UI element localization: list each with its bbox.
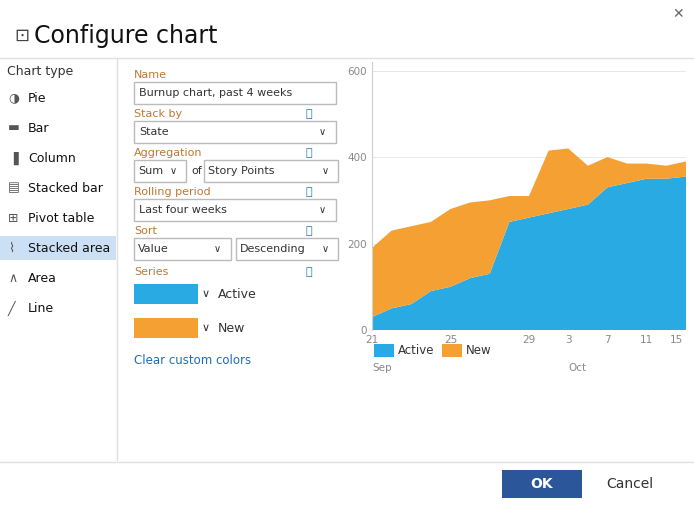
Text: Sep: Sep [372,363,391,373]
Text: ╱: ╱ [8,300,15,315]
Text: New: New [218,322,246,335]
Text: Stacked bar: Stacked bar [28,181,103,195]
Text: ◑: ◑ [8,92,19,105]
Text: ∨: ∨ [322,244,329,254]
Text: Aggregation: Aggregation [134,148,203,158]
Bar [134,199,336,221]
Text: Area: Area [28,271,57,285]
Bar [134,121,336,143]
Text: ✕: ✕ [672,7,684,21]
Text: ⓘ: ⓘ [306,226,312,236]
Text: ⌇: ⌇ [8,242,14,255]
Text: Burnup chart, past 4 weeks: Burnup chart, past 4 weeks [139,88,292,98]
Bar [0,236,116,260]
Text: Sum: Sum [138,166,163,176]
Text: Stack by: Stack by [134,109,182,119]
Text: Chart type: Chart type [7,65,74,78]
Text: ⓘ: ⓘ [306,109,312,119]
Text: ∧: ∧ [8,271,17,285]
Text: ∨: ∨ [202,323,210,333]
Bar [374,344,394,357]
Text: ∨: ∨ [319,205,326,215]
Bar [134,238,231,260]
Text: of: of [191,166,202,176]
Text: ▤: ▤ [8,181,19,195]
Text: ∨: ∨ [322,166,329,176]
Text: Sort: Sort [134,226,157,236]
Bar [204,160,338,182]
Text: Descending: Descending [240,244,306,254]
Text: Configure chart: Configure chart [34,24,217,48]
Text: Value: Value [138,244,169,254]
Text: Cancel: Cancel [607,477,654,491]
Text: Oct: Oct [568,363,586,373]
Text: Last four weeks: Last four weeks [139,205,227,215]
Text: ∨: ∨ [202,289,210,299]
Text: Pie: Pie [28,92,46,105]
Text: Column: Column [28,152,76,165]
Text: ⊡: ⊡ [14,27,29,45]
Bar [502,470,582,498]
Text: Series: Series [134,267,169,277]
Text: Stacked area: Stacked area [28,242,110,255]
Text: ▬: ▬ [8,121,19,134]
Text: ∨: ∨ [319,127,326,137]
Text: ▐: ▐ [8,151,17,165]
Bar [134,284,198,304]
Text: Clear custom colors: Clear custom colors [134,354,251,367]
Text: Bar: Bar [28,121,49,134]
Text: ⓘ: ⓘ [306,267,312,277]
Bar [134,82,336,104]
Text: Active: Active [218,288,257,301]
Text: ⊞: ⊞ [8,211,19,224]
Bar [442,344,462,357]
Text: Story Points: Story Points [208,166,275,176]
Bar [236,238,338,260]
Text: ⓘ: ⓘ [306,148,312,158]
Text: New: New [466,345,491,358]
Text: ∨: ∨ [170,166,177,176]
Text: State: State [139,127,169,137]
Text: ∨: ∨ [214,244,221,254]
Bar [134,318,198,338]
Text: Rolling period: Rolling period [134,187,210,197]
Text: Active: Active [398,345,434,358]
Text: Pivot table: Pivot table [28,211,94,224]
Text: ⓘ: ⓘ [306,187,312,197]
Bar [134,160,186,182]
Text: Name: Name [134,70,167,80]
Text: OK: OK [531,477,553,491]
Text: Line: Line [28,301,54,314]
